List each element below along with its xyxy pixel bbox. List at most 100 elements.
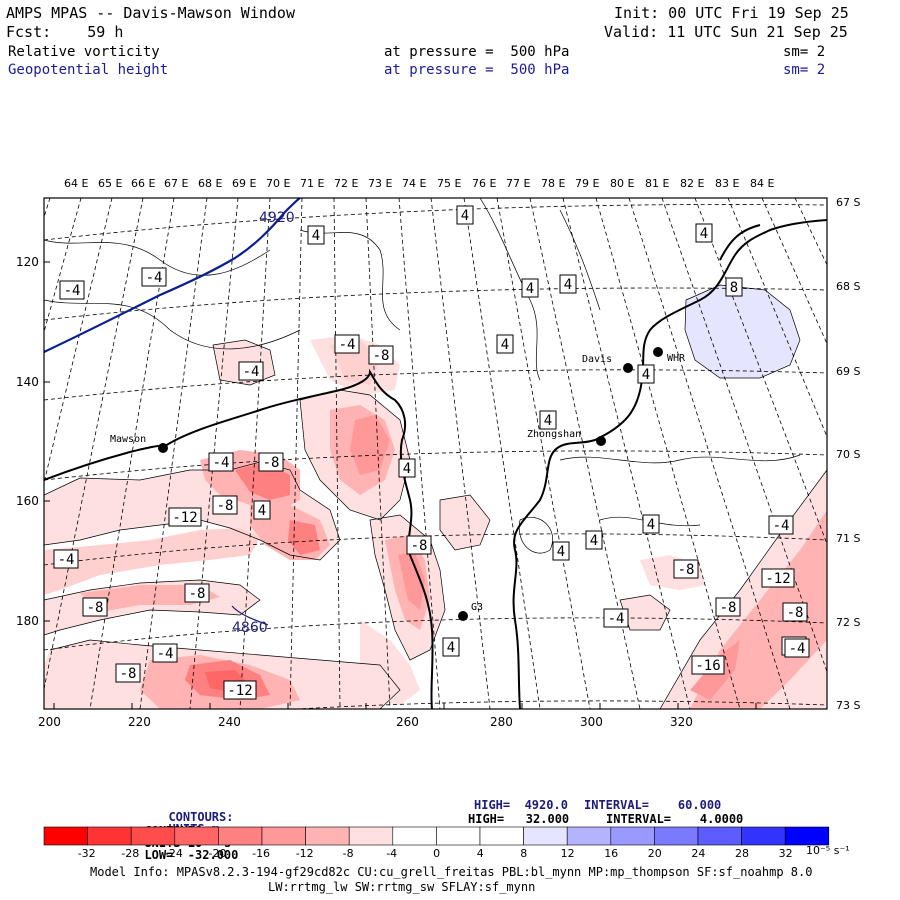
vorticity-label-text: 4 [461, 208, 469, 224]
x-tick-label: 280 [490, 715, 513, 729]
colorbar-label: -16 [252, 847, 271, 860]
lon-label: 68 E [198, 177, 223, 190]
lat-label: 68 S [836, 280, 861, 293]
vorticity-contour-label: 4 [398, 458, 416, 478]
lon-label: 66 E [131, 177, 156, 190]
lon-label: 79 E [575, 177, 600, 190]
colorbar-swatch [610, 826, 655, 846]
field1-smooth: sm= 2 [783, 44, 826, 60]
vorticity-label-text: -4 [213, 455, 230, 471]
colorbar-swatch [697, 826, 742, 846]
station-dot-zhongshan [596, 436, 606, 446]
colorbar-swatch [523, 826, 568, 846]
vorticity-contour-label: -4 [208, 452, 234, 472]
vorticity-contour-label: 4 [642, 514, 660, 534]
colorbar-label: 24 [691, 847, 706, 860]
vorticity-label-text: -8 [189, 586, 206, 602]
lon-label: 82 E [680, 177, 705, 190]
colorbar-label: 28 [735, 847, 749, 860]
field2-name: Geopotential height [8, 62, 169, 78]
lat-label: 72 S [836, 616, 861, 629]
vorticity-contour-label: -4 [59, 280, 85, 300]
lon-label: 74 E [402, 177, 427, 190]
height-label-4860: 4860 [232, 620, 268, 636]
x-tick-label: 240 [218, 715, 241, 729]
vorticity-label-text: -16 [695, 658, 720, 674]
vorticity-label-text: 4 [564, 277, 572, 293]
vorticity-contour-label: 4 [442, 637, 460, 657]
vorticity-contour-label: 4 [695, 223, 713, 243]
vorticity-contour-label: 4 [539, 410, 557, 430]
vorticity-contour-label: -4 [238, 361, 264, 381]
vorticity-label-text: -4 [608, 611, 625, 627]
lon-label: 76 E [472, 177, 497, 190]
vorticity-contour-label: -4 [152, 643, 178, 663]
vorticity-label-text: -8 [787, 605, 804, 621]
vorticity-label-text: -12 [227, 683, 252, 699]
colorbar-swatch [479, 826, 524, 846]
vorticity-contour-label: -4 [768, 515, 794, 535]
vorticity-label-text: 4 [557, 544, 565, 560]
station-markers [158, 347, 663, 621]
x-tick-label: 260 [396, 715, 419, 729]
vorticity-label-text: -4 [58, 552, 75, 568]
vorticity-contour-label: 4 [521, 278, 539, 298]
vorticity-label-text: 4 [590, 533, 598, 549]
station-dot-whr [653, 347, 663, 357]
colorbar-swatch [348, 826, 394, 846]
axis-ticks [44, 261, 757, 709]
lat-label: 70 S [836, 448, 861, 461]
model-info: Model Info: MPASv8.2.3-194-gf29cd82c CU:… [90, 865, 813, 879]
vorticity-contour-label: -8 [184, 583, 210, 603]
x-tick-label: 300 [580, 715, 603, 729]
colorbar-label: 32 [778, 847, 793, 860]
height-contour-4920 [44, 198, 301, 353]
vorticity-contour-label: -12 [761, 568, 795, 588]
vorticity-label-text: -8 [217, 498, 234, 514]
vorticity-label-text: -4 [157, 646, 174, 662]
colorbar-label: -12 [295, 847, 314, 860]
vorticity-label-text: 4 [544, 413, 552, 429]
vorticity-contour-label: -4 [141, 267, 167, 287]
vorticity-label-text: -4 [773, 518, 790, 534]
lon-label: 78 E [541, 177, 566, 190]
y-tick-label: 140 [16, 375, 39, 389]
vorticity-contour-label: 8 [725, 277, 743, 297]
lat-label: 69 S [836, 365, 861, 378]
lat-label: 71 S [836, 532, 861, 545]
station-dot-g3 [458, 611, 468, 621]
colorbar-swatch [43, 826, 88, 846]
colorbar-label: -24 [164, 847, 183, 860]
vorticity-contour-label: -8 [82, 597, 108, 617]
vorticity-label-text: -8 [678, 562, 695, 578]
x-tick-label: 220 [128, 715, 151, 729]
vorticity-contour-label: -8 [673, 559, 699, 579]
vorticity-contour-label: -8 [406, 535, 432, 555]
height-contour-interval: INTERVAL= 60.000 [584, 798, 722, 812]
colorbar-unit: 10⁻⁵ s⁻¹ [806, 844, 850, 857]
lon-label: 73 E [368, 177, 393, 190]
station-label-g3: G3 [471, 602, 484, 613]
colorbar-label: -28 [121, 847, 140, 860]
lon-label: 81 E [645, 177, 670, 190]
lon-label: 67 E [164, 177, 189, 190]
vorticity-label-text: 4 [312, 228, 320, 244]
vorticity-label-text: 4 [258, 503, 266, 519]
vorticity-label-text: 4 [501, 337, 509, 353]
vorticity-contour-label: -12 [168, 507, 202, 527]
lon-label: 80 E [610, 177, 635, 190]
colorbar [43, 826, 830, 846]
colorbar-swatch [261, 826, 306, 846]
vort-contour-low: LOW= -32.000 [144, 848, 239, 862]
colorbar-label: 20 [647, 847, 662, 860]
height-contour-high: HIGH= 4920.0 [474, 798, 568, 812]
colorbar-swatch [174, 826, 219, 846]
vorticity-contour-label: -8 [212, 495, 238, 515]
lat-label: 73 S [836, 699, 861, 712]
station-label-zhongshan: Zhongshan [527, 429, 582, 440]
x-tick-label: 320 [670, 715, 693, 729]
lat-label: 67 S [836, 196, 861, 209]
y-tick-label: 120 [16, 255, 39, 269]
vorticity-label-text: 8 [730, 280, 738, 296]
